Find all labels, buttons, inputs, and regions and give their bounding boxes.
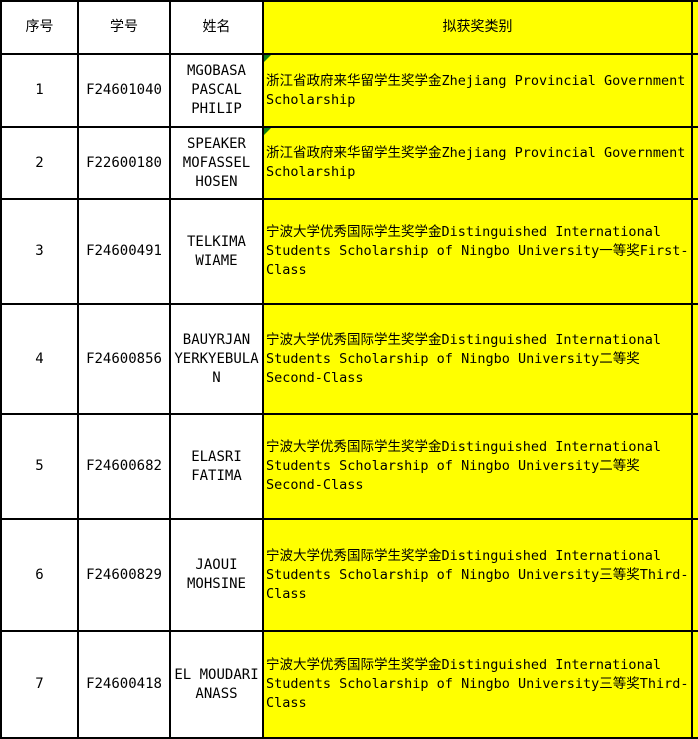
student-id-cell[interactable]: F24601040 — [79, 55, 171, 128]
header-cell-student-id[interactable]: 学号 — [79, 2, 171, 55]
table-row: 5 F24600682 ELASRI FATIMA 宁波大学优秀国际学生奖学金Dist… — [2, 415, 698, 520]
filler-cell — [693, 2, 698, 55]
table-row: 7 F24600418 EL MOUDARI ANASS 宁波大学优秀国际学生奖学金D… — [2, 632, 698, 739]
award-cell[interactable]: 宁波大学优秀国际学生奖学金Distinguished International… — [264, 415, 693, 520]
name-cell[interactable]: ELASRI FATIMA — [171, 415, 264, 520]
comment-flag-triangle-icon — [264, 55, 271, 62]
header-row: 序号 学号 姓名 拟获奖类别 — [2, 2, 698, 55]
row-index-cell[interactable]: 2 — [2, 128, 79, 200]
student-id: F24600856 — [86, 350, 162, 367]
table-row: 3 F24600491 TELKIMA WIAME 宁波大学优秀国际学生奖学金Dist… — [2, 200, 698, 305]
row-index: 2 — [35, 154, 44, 171]
student-name: JAOUI MOHSINE — [186, 557, 246, 592]
name-cell[interactable]: BAUYRJAN YERKYEBULAN — [171, 305, 264, 415]
award-text: 宁波大学优秀国际学生奖学金Distinguished International… — [266, 547, 689, 602]
student-id: F24600682 — [86, 458, 162, 474]
name-cell[interactable]: SPEAKER MOFASSEL HOSEN — [171, 128, 264, 200]
student-id-cell[interactable]: F24600856 — [79, 305, 171, 415]
name-cell[interactable]: JAOUI MOHSINE — [171, 520, 264, 632]
award-cell[interactable]: 宁波大学优秀国际学生奖学金Distinguished International… — [264, 632, 693, 739]
row-index: 1 — [35, 82, 44, 98]
filler-cell — [693, 305, 698, 415]
student-id-cell[interactable]: F24600829 — [79, 520, 171, 632]
row-index-cell[interactable]: 6 — [2, 520, 79, 632]
student-id: F24600829 — [86, 566, 162, 583]
student-id-cell[interactable]: F22600180 — [79, 128, 171, 200]
header-cell-index[interactable]: 序号 — [2, 2, 79, 55]
row-index: 5 — [35, 458, 44, 474]
student-id: F24600491 — [86, 243, 162, 259]
filler-cell — [693, 415, 698, 520]
row-index-cell[interactable]: 1 — [2, 55, 79, 128]
row-index: 6 — [35, 566, 44, 583]
table-body: 1 F24601040 MGOBASA PASCAL PHILIP 浙江省政府来华留学… — [2, 55, 698, 739]
student-name: EL MOUDARI ANASS — [174, 666, 259, 702]
comment-flag-triangle-icon — [264, 128, 271, 135]
award-cell[interactable]: 浙江省政府来华留学生奖学金Zhejiang Provincial Governm… — [264, 128, 693, 200]
award-text: 宁波大学优秀国际学生奖学金Distinguished International… — [266, 331, 661, 386]
header-label-index: 序号 — [25, 19, 54, 35]
table-row: 1 F24601040 MGOBASA PASCAL PHILIP 浙江省政府来华留学… — [2, 55, 698, 128]
student-id-cell[interactable]: F24600682 — [79, 415, 171, 520]
student-id-cell[interactable]: F24600491 — [79, 200, 171, 305]
award-text: 宁波大学优秀国际学生奖学金Distinguished International… — [266, 224, 689, 278]
header-cell-award-category[interactable]: 拟获奖类别 — [264, 2, 693, 55]
student-id: F22600180 — [86, 154, 162, 171]
table-row: 4 F24600856 BAUYRJAN YERKYEBULAN 宁波大学优秀国际学生… — [2, 305, 698, 415]
student-id: F24600418 — [86, 676, 162, 692]
name-cell[interactable]: MGOBASA PASCAL PHILIP — [171, 55, 264, 128]
student-id: F24601040 — [86, 82, 162, 98]
header-label-award-category: 拟获奖类别 — [442, 19, 513, 35]
filler-cell — [693, 632, 698, 739]
award-cell[interactable]: 宁波大学优秀国际学生奖学金Distinguished International… — [264, 305, 693, 415]
student-name: SPEAKER MOFASSEL HOSEN — [182, 135, 251, 190]
student-id-cell[interactable]: F24600418 — [79, 632, 171, 739]
student-name: BAUYRJAN YERKYEBULAN — [174, 331, 259, 386]
award-text: 浙江省政府来华留学生奖学金Zhejiang Provincial Governm… — [266, 72, 686, 108]
row-index: 7 — [35, 676, 44, 692]
row-index: 4 — [35, 350, 44, 367]
filler-cell — [693, 55, 698, 128]
row-index: 3 — [35, 243, 44, 259]
table-row: 2 F22600180 SPEAKER MOFASSEL HOSEN 浙江省政府来华留… — [2, 128, 698, 200]
award-text: 宁波大学优秀国际学生奖学金Distinguished International… — [266, 439, 661, 493]
award-cell[interactable]: 宁波大学优秀国际学生奖学金Distinguished International… — [264, 200, 693, 305]
name-cell[interactable]: EL MOUDARI ANASS — [171, 632, 264, 739]
student-name: MGOBASA PASCAL PHILIP — [186, 63, 246, 117]
filler-cell — [693, 200, 698, 305]
student-name: TELKIMA WIAME — [186, 233, 246, 269]
student-name: ELASRI FATIMA — [191, 448, 242, 484]
header-cell-name[interactable]: 姓名 — [171, 2, 264, 55]
name-cell[interactable]: TELKIMA WIAME — [171, 200, 264, 305]
row-index-cell[interactable]: 4 — [2, 305, 79, 415]
filler-cell — [693, 520, 698, 632]
header-label-name: 姓名 — [202, 19, 231, 35]
award-cell[interactable]: 浙江省政府来华留学生奖学金Zhejiang Provincial Governm… — [264, 55, 693, 128]
row-index-cell[interactable]: 5 — [2, 415, 79, 520]
table-row: 6 F24600829 JAOUI MOHSINE 宁波大学优秀国际学生奖学金Dist… — [2, 520, 698, 632]
award-cell[interactable]: 宁波大学优秀国际学生奖学金Distinguished International… — [264, 520, 693, 632]
row-index-cell[interactable]: 3 — [2, 200, 79, 305]
row-index-cell[interactable]: 7 — [2, 632, 79, 739]
award-text: 宁波大学优秀国际学生奖学金Distinguished International… — [266, 657, 689, 711]
award-text: 浙江省政府来华留学生奖学金Zhejiang Provincial Governm… — [266, 145, 686, 180]
header-label-student-id: 学号 — [110, 19, 138, 35]
filler-cell — [693, 128, 698, 200]
